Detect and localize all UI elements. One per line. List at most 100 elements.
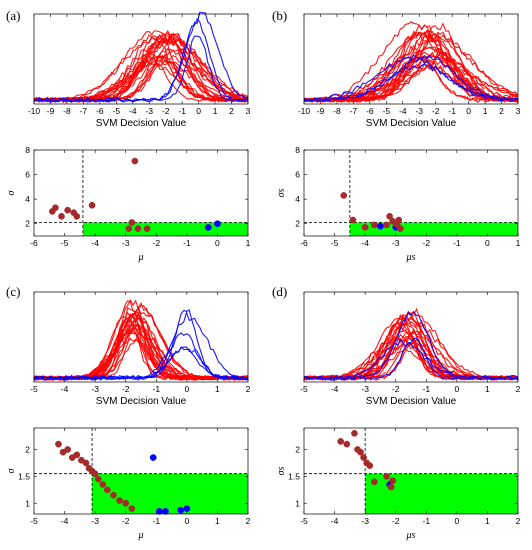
x-tick-label: -3 [415, 106, 423, 116]
y-tick-label: 8 [295, 145, 300, 155]
x-axis-label: SVM Decision Value [366, 396, 457, 407]
x-tick-label: -1 [453, 238, 461, 248]
x-axis-label: μs [406, 530, 416, 541]
data-point [387, 483, 395, 491]
x-tick-label: 1 [246, 238, 251, 248]
data-point [52, 204, 59, 212]
x-tick-label: -9 [317, 106, 325, 116]
scatter-plot-area [34, 150, 248, 236]
data-point [64, 206, 71, 214]
hist-frame [33, 13, 249, 105]
x-tick-label: 1 [516, 238, 521, 248]
x-tick-label: -4 [361, 238, 369, 248]
x-tick-label: 0 [215, 238, 220, 248]
y-tick-label: 6 [25, 170, 30, 180]
x-tick-label: 1 [215, 384, 220, 394]
x-tick-label: -2 [392, 384, 400, 394]
y-tick-label: 4 [25, 194, 30, 204]
data-point [214, 220, 221, 228]
data-point [73, 451, 81, 459]
x-tick-label: 0 [454, 516, 459, 526]
x-tick-label: -6 [300, 238, 308, 248]
x-tick-label: -1 [178, 106, 186, 116]
x-tick-label: 3 [246, 106, 251, 116]
x-tick-label: -2 [122, 516, 130, 526]
data-point [383, 221, 390, 229]
x-tick-label: -6 [366, 106, 374, 116]
data-point [340, 192, 348, 199]
data-point [386, 212, 393, 220]
x-tick-label: -10 [28, 106, 41, 116]
y-tick-label: 1 [25, 498, 30, 508]
x-tick-label: 0 [466, 106, 471, 116]
x-tick-label: -4 [61, 384, 69, 394]
data-point [360, 454, 367, 461]
y-tick-label: 6 [295, 170, 300, 180]
series-line [33, 346, 249, 381]
data-point [82, 459, 90, 467]
x-tick-label: -2 [432, 106, 440, 116]
x-tick-label: -1 [423, 516, 431, 526]
panel-label-a: (a) [6, 8, 20, 23]
threshold-region [349, 222, 518, 236]
data-point [128, 219, 136, 226]
scatter-frame [303, 427, 519, 515]
series-line [303, 338, 519, 381]
x-tick-label: -4 [91, 238, 99, 248]
threshold-region [82, 222, 249, 236]
data-point [162, 507, 169, 515]
x-tick-label: -1 [183, 238, 191, 248]
data-point [351, 430, 358, 437]
x-tick-label: 2 [246, 384, 251, 394]
data-point [125, 225, 133, 232]
x-tick-label: -3 [361, 516, 369, 526]
x-axis-label: μ [137, 530, 143, 541]
scatter-plot-area [304, 150, 518, 236]
x-tick-label: -5 [61, 238, 69, 248]
data-point [177, 506, 185, 514]
series-line [33, 35, 249, 103]
x-tick-label: -5 [30, 384, 38, 394]
x-tick-label: -5 [30, 516, 38, 526]
x-tick-label: -3 [392, 238, 400, 248]
data-point [128, 505, 136, 512]
x-tick-label: 2 [246, 516, 251, 526]
x-tick-label: -6 [96, 106, 104, 116]
data-point [104, 486, 111, 494]
hist-frame [33, 291, 249, 383]
data-point [349, 216, 357, 224]
data-point [155, 507, 163, 515]
x-axis-label: SVM Decision Value [96, 118, 187, 129]
x-tick-label: 0 [184, 384, 189, 394]
x-axis-label: SVM Decision Value [366, 118, 457, 129]
y-axis-label: σ [6, 467, 17, 473]
x-tick-label: -3 [122, 238, 130, 248]
data-point [183, 505, 191, 512]
x-tick-label: -6 [30, 238, 38, 248]
x-tick-label: -5 [113, 106, 121, 116]
data-point [131, 157, 139, 165]
x-tick-label: 0 [196, 106, 201, 116]
data-point [396, 225, 404, 232]
series-line [303, 46, 519, 102]
data-point [134, 225, 142, 232]
x-tick-label: -2 [423, 238, 431, 248]
y-tick-label: 8 [25, 145, 30, 155]
scatter-frame [33, 149, 249, 237]
x-tick-label: -2 [153, 238, 161, 248]
series-line [303, 54, 519, 103]
x-tick-label: -7 [80, 106, 88, 116]
data-point [357, 448, 364, 456]
x-tick-label: 2 [229, 106, 234, 116]
y-axis-label: σs [276, 188, 287, 197]
y-tick-label: 2 [25, 219, 30, 229]
data-point [370, 221, 378, 229]
data-point [366, 462, 374, 469]
x-tick-label: -4 [129, 106, 137, 116]
x-tick-label: -5 [331, 238, 339, 248]
data-point [94, 475, 102, 483]
series-line [303, 51, 519, 103]
data-point [58, 212, 65, 220]
data-point [343, 440, 351, 448]
